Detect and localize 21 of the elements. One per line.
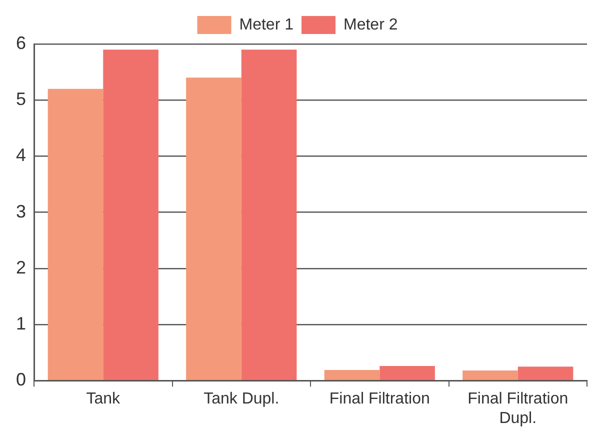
bar <box>241 50 297 380</box>
y-tick-label: 6 <box>16 32 26 53</box>
legend-label: Meter 2 <box>344 16 398 34</box>
x-tick-label: Tank Dupl. <box>204 390 280 408</box>
y-tick-label: 2 <box>16 257 26 278</box>
bar <box>380 366 435 380</box>
x-tick-label: Final Filtration Dupl. <box>468 390 568 427</box>
y-tick-label: 3 <box>16 201 26 222</box>
bar <box>103 50 158 380</box>
bar <box>324 370 380 380</box>
x-tick-label: Final Filtration <box>329 390 430 408</box>
bar <box>462 370 518 380</box>
bar <box>186 78 242 380</box>
legend-label: Meter 1 <box>239 16 294 34</box>
x-tick-label: Tank <box>86 390 122 408</box>
y-tick-label: 0 <box>16 370 26 390</box>
y-tick-label: 1 <box>16 313 26 334</box>
y-tick-label: 4 <box>16 145 26 166</box>
bar <box>518 366 574 380</box>
y-tick-label: 5 <box>16 89 26 110</box>
bar <box>48 88 104 380</box>
